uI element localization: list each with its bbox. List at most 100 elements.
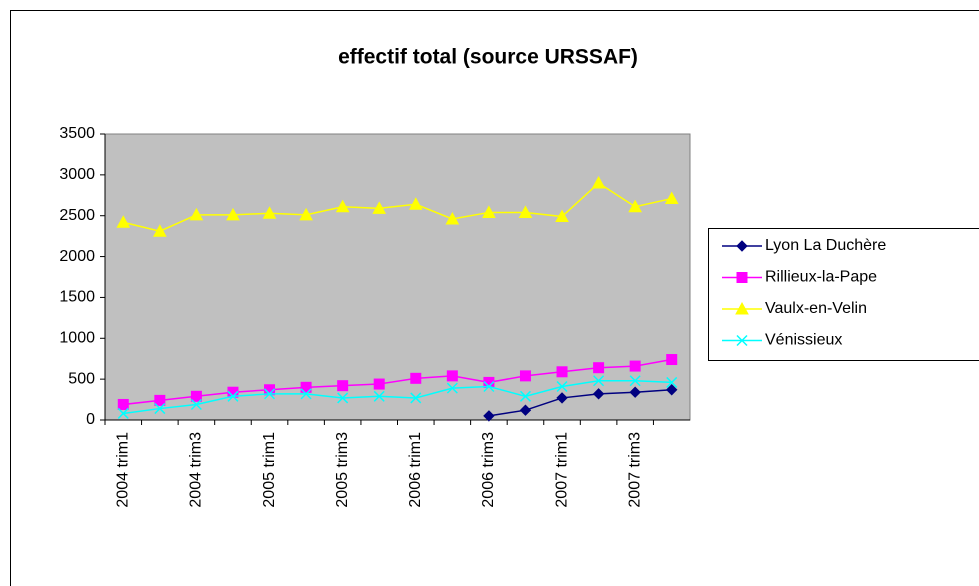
marker-stroke [117,407,129,419]
x-tick-label: 2007 trim1 [553,432,570,508]
marker-stroke [736,334,748,347]
marker [556,380,568,393]
marker [593,375,605,387]
y-tick-label: 1500 [59,289,95,306]
marker-stroke [373,390,385,402]
marker [519,404,532,416]
marker [519,370,531,382]
marker [300,388,312,400]
marker-stroke [154,403,166,415]
marker [337,380,349,392]
marker [300,381,312,393]
marker [337,392,349,404]
marker [519,390,531,402]
legend-marker [736,240,748,252]
marker [299,207,313,221]
marker [629,386,641,398]
marker [555,209,569,223]
marker [372,201,387,214]
marker [664,191,679,205]
marker [410,392,422,404]
marker [482,205,496,218]
marker-stroke [446,382,458,394]
legend-marker [736,334,748,347]
marker-stroke [666,376,678,388]
y-tick-label: 1000 [59,330,95,347]
marker-stroke [227,390,239,402]
marker [591,175,606,189]
y-tick-label: 2500 [59,207,95,224]
marker-stroke [483,380,495,393]
marker [666,384,678,396]
marker [154,403,166,415]
marker [154,394,166,406]
marker [190,390,202,402]
x-tick-label: 2005 trim3 [334,432,351,508]
y-tick-label: 0 [86,411,95,428]
marker-stroke [629,375,641,387]
marker [483,410,495,422]
marker [226,207,240,221]
chart-title: effectif total (source URSSAF) [338,46,638,69]
marker-stroke [519,390,531,402]
series-line [123,358,672,406]
marker [227,390,239,402]
legend-marker [736,272,748,283]
legend-label: Lyon La Duchère [765,237,886,254]
marker-stroke [300,388,312,400]
marker [373,378,385,390]
x-tick-label: 2007 trim3 [626,432,643,508]
marker [117,407,129,419]
marker [446,382,458,394]
marker [189,207,204,221]
x-tick-label: 2004 trim1 [115,432,132,508]
marker-stroke [593,375,605,387]
marker [629,375,641,387]
marker [264,388,276,400]
marker [445,211,460,225]
marker [262,206,277,219]
marker-stroke [337,392,349,404]
marker [446,370,458,382]
series-line [123,182,672,233]
marker [666,354,678,366]
marker [410,372,422,384]
x-tick-label: 2005 trim1 [261,432,278,508]
x-tick-label: 2006 trim3 [480,432,497,508]
legend-label: Vaulx-en-Velin [765,300,867,317]
marker [116,215,131,228]
series-line [488,389,672,417]
marker [518,205,533,218]
y-tick-label: 3000 [59,166,95,183]
marker-stroke [410,392,422,404]
marker-stroke [556,380,568,393]
marker [629,360,641,372]
marker [666,376,678,388]
y-tick-label: 3500 [59,125,95,142]
marker [592,388,605,400]
marker-stroke [264,388,276,400]
marker [483,380,495,393]
legend [708,228,979,361]
y-tick-label: 2000 [59,248,95,265]
marker [556,366,568,378]
legend-label: Vénissieux [765,332,842,349]
marker [153,224,167,237]
marker [593,362,605,374]
marker [408,197,423,210]
y-tick-label: 500 [68,370,95,387]
marker [335,199,350,213]
marker [556,392,568,404]
marker [190,398,202,411]
marker [373,390,385,402]
legend-marker [735,301,749,315]
plot-area [104,133,691,421]
x-tick-label: 2006 trim1 [407,432,424,508]
legend-label: Rillieux-la-Pape [765,269,877,286]
x-tick-label: 2004 trim3 [188,432,205,508]
marker-stroke [190,398,202,411]
marker [628,199,642,213]
marker [117,398,129,410]
series-line [123,380,672,415]
